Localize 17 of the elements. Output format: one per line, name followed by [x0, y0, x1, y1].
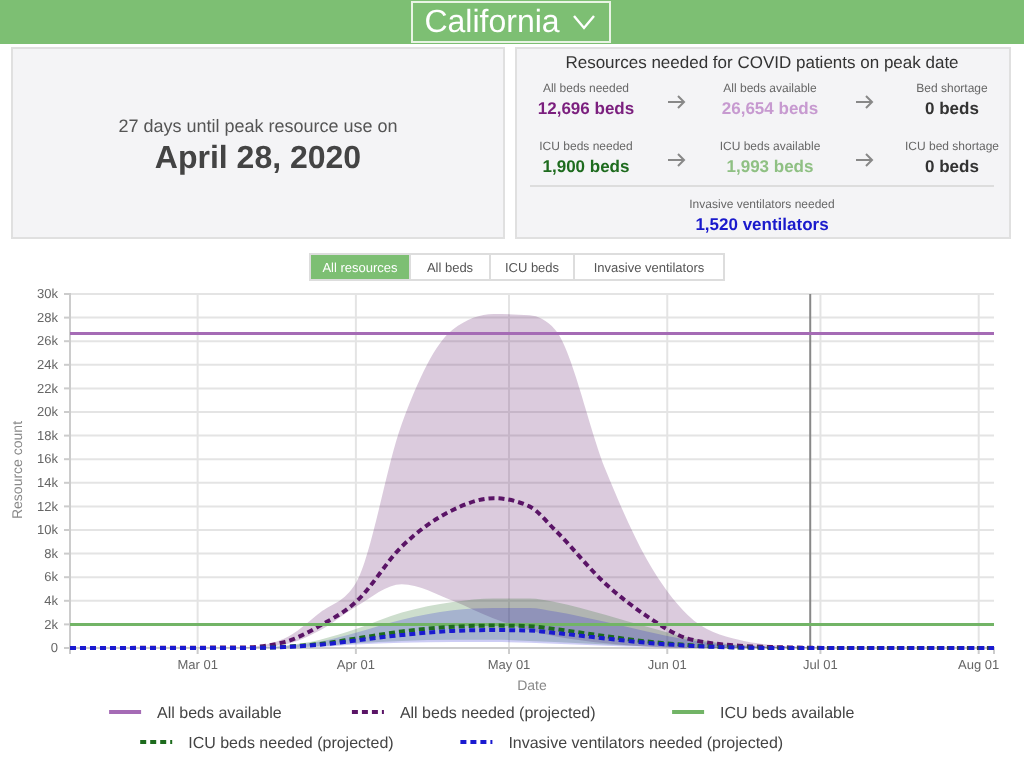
line-series [68, 628, 996, 650]
legend-label: All beds available [157, 704, 283, 722]
legend-label: ICU beds needed (projected) [188, 734, 395, 752]
text: 27 days until peak resource use on [118, 116, 398, 136]
text: 0 beds [925, 98, 980, 118]
legend-label: ICU beds available [720, 704, 856, 722]
chart-title: California [424, 6, 560, 40]
text: 1,520 ventilators [695, 214, 830, 234]
text: 0 beds [925, 156, 980, 176]
text: 12,696 beds [537, 98, 635, 118]
text: 1,993 beds [726, 156, 814, 176]
text: April 28, 2020 [154, 142, 362, 176]
legend-label: All beds needed (projected) [399, 704, 597, 722]
text: Resources needed for COVID patients on peak date [565, 52, 960, 72]
text: 26,654 beds [721, 98, 819, 118]
text: 1,900 beds [542, 156, 630, 176]
legend-label: Invasive ventilators needed (projected) [508, 734, 784, 752]
